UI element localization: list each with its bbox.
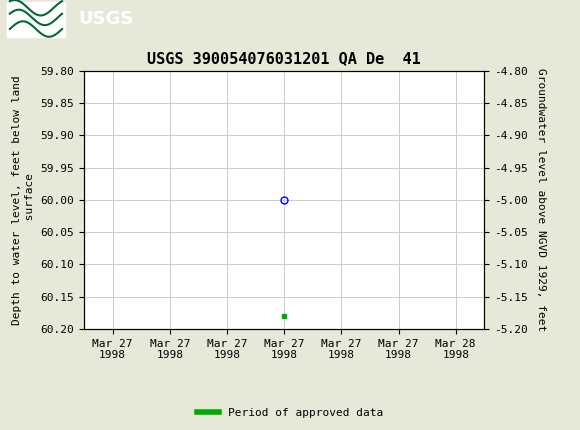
Title: USGS 390054076031201 QA De  41: USGS 390054076031201 QA De 41 [147, 51, 421, 66]
Bar [7, 2, 65, 37]
Text: USGS: USGS [78, 10, 133, 28]
Y-axis label: Depth to water level, feet below land
 surface: Depth to water level, feet below land su… [12, 75, 35, 325]
Legend: Period of approved data: Period of approved data [193, 403, 387, 422]
Y-axis label: Groundwater level above NGVD 1929, feet: Groundwater level above NGVD 1929, feet [536, 68, 546, 332]
